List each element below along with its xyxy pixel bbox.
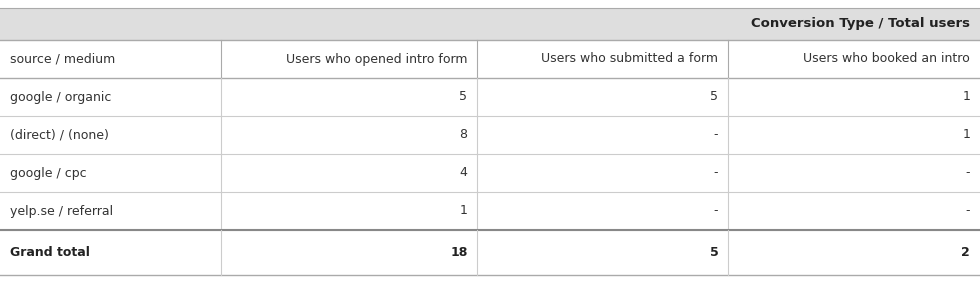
Text: Conversion Type / Total users: Conversion Type / Total users: [752, 18, 970, 31]
Bar: [0, 275, 980, 288]
Text: Grand total: Grand total: [10, 246, 90, 259]
Bar: [0, 78, 980, 116]
Bar: [0, 192, 980, 230]
Bar: [0, 116, 980, 154]
Text: -: -: [713, 204, 718, 217]
Bar: [0, 8, 980, 40]
Text: google / cpc: google / cpc: [10, 166, 86, 179]
Text: google / organic: google / organic: [10, 90, 111, 103]
Text: 4: 4: [460, 166, 467, 179]
Text: Users who booked an intro: Users who booked an intro: [804, 52, 970, 65]
Text: 5: 5: [460, 90, 467, 103]
Text: 5: 5: [710, 246, 718, 259]
Text: -: -: [965, 166, 970, 179]
Text: Users who opened intro form: Users who opened intro form: [286, 52, 467, 65]
Text: -: -: [713, 128, 718, 141]
Bar: [0, 154, 980, 192]
Bar: [0, 230, 980, 275]
Text: 18: 18: [450, 246, 467, 259]
Text: yelp.se / referral: yelp.se / referral: [10, 204, 113, 217]
Text: 1: 1: [962, 90, 970, 103]
Text: Users who submitted a form: Users who submitted a form: [541, 52, 718, 65]
Text: source / medium: source / medium: [10, 52, 115, 65]
Text: 8: 8: [460, 128, 467, 141]
Text: 5: 5: [710, 90, 718, 103]
Text: (direct) / (none): (direct) / (none): [10, 128, 109, 141]
Text: 1: 1: [962, 128, 970, 141]
Text: 2: 2: [961, 246, 970, 259]
Text: -: -: [713, 166, 718, 179]
Text: -: -: [965, 204, 970, 217]
Bar: [0, 40, 980, 78]
Text: 1: 1: [460, 204, 467, 217]
